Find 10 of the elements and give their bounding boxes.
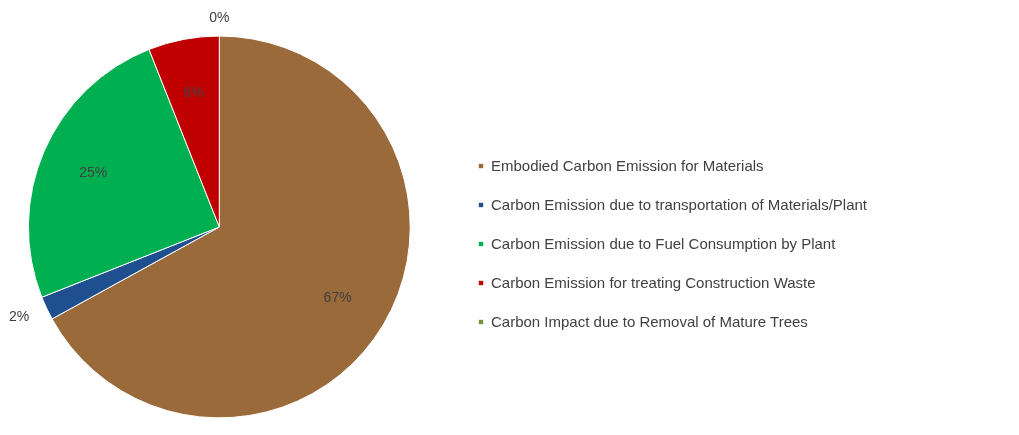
legend-label: Carbon Emission due to Fuel Consumption by Plant: [491, 235, 836, 252]
legend-label: Carbon Emission due to transportation of Materials/Plant: [491, 196, 868, 213]
data-label: 67%: [323, 288, 352, 305]
legend-label: Carbon Emission for treating Construction Waste: [491, 274, 816, 291]
text: 0%: [209, 8, 230, 25]
legend-label: Embodied Carbon Emission for Materials: [491, 157, 764, 174]
data-label: 2%: [9, 308, 30, 325]
legend-label: Carbon Impact due to Removal of Mature Trees: [491, 313, 808, 330]
data-label: 25%: [79, 164, 108, 181]
data-label: 6%: [183, 83, 204, 100]
